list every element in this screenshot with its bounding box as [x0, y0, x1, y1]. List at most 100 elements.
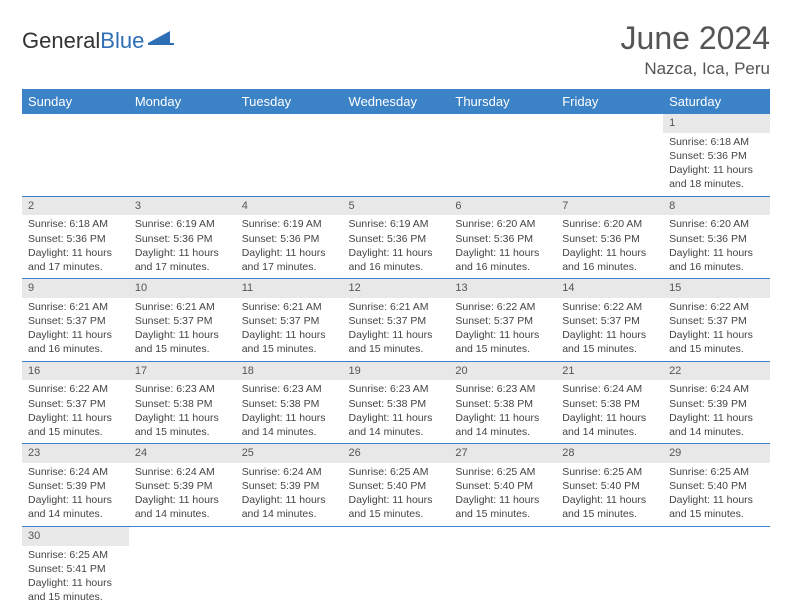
calendar-cell: 6Sunrise: 6:20 AMSunset: 5:36 PMDaylight… — [449, 196, 556, 279]
daylight-text-2: and 14 minutes. — [455, 425, 550, 439]
sunrise-text: Sunrise: 6:19 AM — [135, 217, 230, 231]
sunrise-text: Sunrise: 6:23 AM — [455, 382, 550, 396]
daylight-text-1: Daylight: 11 hours — [349, 411, 444, 425]
sunrise-text: Sunrise: 6:24 AM — [135, 465, 230, 479]
daylight-text-2: and 18 minutes. — [669, 177, 764, 191]
day-number: 22 — [663, 362, 770, 381]
daylight-text-2: and 14 minutes. — [135, 507, 230, 521]
calendar-cell — [236, 114, 343, 196]
sunrise-text: Sunrise: 6:21 AM — [349, 300, 444, 314]
sunrise-text: Sunrise: 6:25 AM — [349, 465, 444, 479]
cell-body: Sunrise: 6:22 AMSunset: 5:37 PMDaylight:… — [556, 298, 663, 361]
calendar-cell: 22Sunrise: 6:24 AMSunset: 5:39 PMDayligh… — [663, 361, 770, 444]
cell-body: Sunrise: 6:24 AMSunset: 5:39 PMDaylight:… — [663, 380, 770, 443]
daylight-text-2: and 15 minutes. — [669, 507, 764, 521]
daylight-text-1: Daylight: 11 hours — [562, 411, 657, 425]
calendar-cell: 27Sunrise: 6:25 AMSunset: 5:40 PMDayligh… — [449, 444, 556, 527]
calendar-cell: 21Sunrise: 6:24 AMSunset: 5:38 PMDayligh… — [556, 361, 663, 444]
day-header: Sunday — [22, 89, 129, 114]
sunrise-text: Sunrise: 6:25 AM — [562, 465, 657, 479]
day-number: 21 — [556, 362, 663, 381]
day-header: Monday — [129, 89, 236, 114]
cell-body: Sunrise: 6:23 AMSunset: 5:38 PMDaylight:… — [236, 380, 343, 443]
daylight-text-2: and 14 minutes. — [242, 507, 337, 521]
daylight-text-2: and 16 minutes. — [455, 260, 550, 274]
daylight-text-1: Daylight: 11 hours — [28, 328, 123, 342]
day-number: 20 — [449, 362, 556, 381]
title-block: June 2024 Nazca, Ica, Peru — [621, 20, 770, 79]
calendar-cell: 3Sunrise: 6:19 AMSunset: 5:36 PMDaylight… — [129, 196, 236, 279]
sunset-text: Sunset: 5:36 PM — [135, 232, 230, 246]
cell-body: Sunrise: 6:20 AMSunset: 5:36 PMDaylight:… — [556, 215, 663, 278]
cell-body: Sunrise: 6:18 AMSunset: 5:36 PMDaylight:… — [663, 133, 770, 196]
daylight-text-1: Daylight: 11 hours — [669, 163, 764, 177]
daylight-text-1: Daylight: 11 hours — [455, 246, 550, 260]
sunset-text: Sunset: 5:36 PM — [669, 149, 764, 163]
sunrise-text: Sunrise: 6:20 AM — [455, 217, 550, 231]
daylight-text-2: and 14 minutes. — [242, 425, 337, 439]
day-number: 4 — [236, 197, 343, 216]
sunrise-text: Sunrise: 6:24 AM — [242, 465, 337, 479]
daylight-text-2: and 17 minutes. — [28, 260, 123, 274]
day-header: Thursday — [449, 89, 556, 114]
sunset-text: Sunset: 5:37 PM — [349, 314, 444, 328]
day-number: 12 — [343, 279, 450, 298]
sunset-text: Sunset: 5:39 PM — [135, 479, 230, 493]
daylight-text-2: and 17 minutes. — [135, 260, 230, 274]
sunrise-text: Sunrise: 6:23 AM — [349, 382, 444, 396]
calendar-cell: 4Sunrise: 6:19 AMSunset: 5:36 PMDaylight… — [236, 196, 343, 279]
cell-body: Sunrise: 6:22 AMSunset: 5:37 PMDaylight:… — [663, 298, 770, 361]
calendar-cell: 12Sunrise: 6:21 AMSunset: 5:37 PMDayligh… — [343, 279, 450, 362]
calendar-cell: 26Sunrise: 6:25 AMSunset: 5:40 PMDayligh… — [343, 444, 450, 527]
sunset-text: Sunset: 5:41 PM — [28, 562, 123, 576]
calendar-cell: 20Sunrise: 6:23 AMSunset: 5:38 PMDayligh… — [449, 361, 556, 444]
cell-body: Sunrise: 6:25 AMSunset: 5:40 PMDaylight:… — [663, 463, 770, 526]
calendar-cell: 24Sunrise: 6:24 AMSunset: 5:39 PMDayligh… — [129, 444, 236, 527]
sunset-text: Sunset: 5:39 PM — [242, 479, 337, 493]
day-number: 1 — [663, 114, 770, 133]
daylight-text-2: and 16 minutes. — [28, 342, 123, 356]
page-header: GeneralBlue June 2024 Nazca, Ica, Peru — [22, 20, 770, 79]
sunrise-text: Sunrise: 6:18 AM — [28, 217, 123, 231]
calendar-week-row: 30Sunrise: 6:25 AMSunset: 5:41 PMDayligh… — [22, 526, 770, 608]
daylight-text-2: and 15 minutes. — [669, 342, 764, 356]
calendar-cell: 16Sunrise: 6:22 AMSunset: 5:37 PMDayligh… — [22, 361, 129, 444]
daylight-text-2: and 15 minutes. — [135, 425, 230, 439]
daylight-text-1: Daylight: 11 hours — [135, 246, 230, 260]
sunrise-text: Sunrise: 6:21 AM — [242, 300, 337, 314]
daylight-text-1: Daylight: 11 hours — [349, 246, 444, 260]
daylight-text-1: Daylight: 11 hours — [242, 328, 337, 342]
sunrise-text: Sunrise: 6:18 AM — [669, 135, 764, 149]
daylight-text-2: and 16 minutes. — [349, 260, 444, 274]
cell-body: Sunrise: 6:24 AMSunset: 5:39 PMDaylight:… — [236, 463, 343, 526]
cell-body: Sunrise: 6:23 AMSunset: 5:38 PMDaylight:… — [343, 380, 450, 443]
cell-body: Sunrise: 6:25 AMSunset: 5:40 PMDaylight:… — [449, 463, 556, 526]
day-number: 7 — [556, 197, 663, 216]
sunrise-text: Sunrise: 6:20 AM — [562, 217, 657, 231]
cell-body: Sunrise: 6:18 AMSunset: 5:36 PMDaylight:… — [22, 215, 129, 278]
day-number: 23 — [22, 444, 129, 463]
daylight-text-1: Daylight: 11 hours — [562, 246, 657, 260]
cell-body: Sunrise: 6:25 AMSunset: 5:40 PMDaylight:… — [556, 463, 663, 526]
sunset-text: Sunset: 5:37 PM — [562, 314, 657, 328]
day-header: Saturday — [663, 89, 770, 114]
calendar-cell: 2Sunrise: 6:18 AMSunset: 5:36 PMDaylight… — [22, 196, 129, 279]
day-header: Tuesday — [236, 89, 343, 114]
calendar-cell: 28Sunrise: 6:25 AMSunset: 5:40 PMDayligh… — [556, 444, 663, 527]
calendar-cell — [663, 526, 770, 608]
sunset-text: Sunset: 5:39 PM — [28, 479, 123, 493]
sunset-text: Sunset: 5:37 PM — [455, 314, 550, 328]
daylight-text-2: and 15 minutes. — [455, 342, 550, 356]
daylight-text-2: and 15 minutes. — [349, 342, 444, 356]
day-number: 29 — [663, 444, 770, 463]
cell-body: Sunrise: 6:23 AMSunset: 5:38 PMDaylight:… — [449, 380, 556, 443]
sunrise-text: Sunrise: 6:25 AM — [28, 548, 123, 562]
day-number: 19 — [343, 362, 450, 381]
daylight-text-2: and 16 minutes. — [562, 260, 657, 274]
calendar-cell: 23Sunrise: 6:24 AMSunset: 5:39 PMDayligh… — [22, 444, 129, 527]
sunset-text: Sunset: 5:40 PM — [455, 479, 550, 493]
daylight-text-1: Daylight: 11 hours — [242, 493, 337, 507]
month-title: June 2024 — [621, 20, 770, 57]
day-number: 24 — [129, 444, 236, 463]
daylight-text-1: Daylight: 11 hours — [669, 246, 764, 260]
